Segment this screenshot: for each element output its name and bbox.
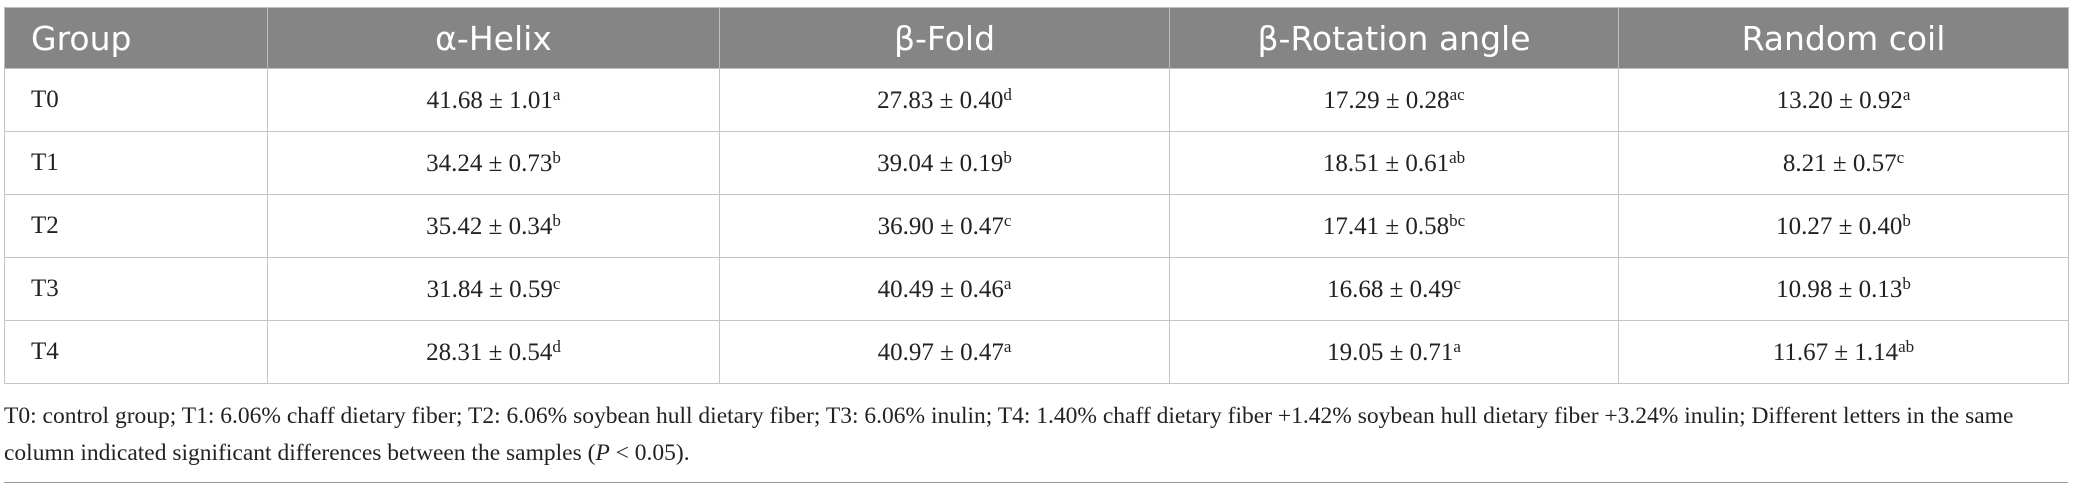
significance-letter: ac (1449, 85, 1465, 104)
footnote-text: P (595, 440, 610, 466)
bottom-rule (4, 482, 2068, 483)
significance-letter: a (552, 85, 561, 104)
value-text: 41.68 ± 1.01 (426, 87, 553, 114)
group-cell: T2 (4, 194, 268, 258)
value-cell: 27.83 ± 0.40d (719, 68, 1170, 132)
significance-letter: b (552, 211, 561, 230)
significance-letter: a (1902, 85, 1911, 104)
value-cell: 8.21 ± 0.57c (1618, 131, 2069, 195)
value-text: 39.04 ± 0.19 (877, 150, 1004, 177)
value-text: 40.49 ± 0.46 (877, 276, 1004, 303)
significance-letter: a (1003, 337, 1012, 356)
value-text: 13.20 ± 0.92 (1776, 87, 1903, 114)
value-cell: 19.05 ± 0.71a (1169, 320, 1619, 384)
significance-letter: b (1003, 148, 1012, 167)
significance-letter: b (1902, 274, 1911, 293)
value-text: 35.42 ± 0.34 (426, 213, 553, 240)
footnote: T0: control group; T1: 6.06% chaff dieta… (4, 398, 2064, 472)
value-cell: 36.90 ± 0.47c (719, 194, 1170, 258)
value-cell: 11.67 ± 1.14ab (1618, 320, 2069, 384)
group-cell: T4 (4, 320, 268, 384)
header-cell: β-Fold (719, 7, 1170, 69)
value-text: 28.31 ± 0.54 (426, 339, 553, 366)
value-text: 18.51 ± 0.61 (1322, 150, 1450, 177)
significance-letter: c (1453, 274, 1461, 293)
significance-letter: a (1003, 274, 1012, 293)
group-cell: T0 (4, 68, 268, 132)
value-text: 8.21 ± 0.57 (1782, 150, 1897, 177)
value-cell: 40.49 ± 0.46a (719, 257, 1170, 321)
significance-letter: b (1902, 211, 1911, 230)
value-text: 10.98 ± 0.13 (1776, 276, 1903, 303)
value-cell: 34.24 ± 0.73b (267, 131, 720, 195)
footnote-text: T0: control group; T1: 6.06% chaff dieta… (4, 403, 2014, 466)
significance-letter: c (1003, 211, 1012, 230)
significance-letter: ab (1449, 148, 1466, 167)
significance-letter: c (1896, 148, 1905, 167)
value-cell: 17.41 ± 0.58bc (1169, 194, 1619, 258)
table-row: T2 35.42 ± 0.34b 36.90 ± 0.47c 17.41 ± 0.58… (4, 194, 2069, 258)
header-cell: β-Rotation angle (1169, 7, 1619, 69)
value-text: 17.29 ± 0.28 (1323, 87, 1450, 114)
value-cell: 17.29 ± 0.28ac (1169, 68, 1619, 132)
value-text: 10.27 ± 0.40 (1776, 213, 1903, 240)
value-text: 16.68 ± 0.49 (1327, 276, 1454, 303)
value-cell: 35.42 ± 0.34b (267, 194, 720, 258)
value-cell: 41.68 ± 1.01a (267, 68, 720, 132)
footnote-text: < 0.05). (609, 440, 690, 466)
value-cell: 13.20 ± 0.92a (1618, 68, 2069, 132)
group-cell: T1 (4, 131, 268, 195)
table-row: T0 41.68 ± 1.01a 27.83 ± 0.40d 17.29 ± 0.28… (4, 68, 2069, 132)
table-body: T0 41.68 ± 1.01a 27.83 ± 0.40d 17.29 ± 0.28… (4, 68, 2069, 384)
value-cell: 39.04 ± 0.19b (719, 131, 1170, 195)
value-text: 19.05 ± 0.71 (1327, 339, 1454, 366)
significance-letter: c (552, 274, 561, 293)
significance-letter: b (552, 148, 561, 167)
value-cell: 28.31 ± 0.54d (267, 320, 720, 384)
value-text: 40.97 ± 0.47 (877, 339, 1004, 366)
significance-letter: d (1003, 85, 1012, 104)
value-text: 11.67 ± 1.14 (1772, 339, 1899, 366)
table-row: T4 28.31 ± 0.54d 40.97 ± 0.47a 19.05 ± 0.71… (4, 320, 2069, 384)
value-text: 36.90 ± 0.47 (877, 213, 1004, 240)
value-cell: 10.98 ± 0.13b (1618, 257, 2069, 321)
value-cell: 10.27 ± 0.40b (1618, 194, 2069, 258)
value-text: 34.24 ± 0.73 (426, 150, 553, 177)
value-cell: 16.68 ± 0.49c (1169, 257, 1619, 321)
table-row: T3 31.84 ± 0.59c 40.49 ± 0.46a 16.68 ± 0.49… (4, 257, 2069, 321)
value-cell: 40.97 ± 0.47a (719, 320, 1170, 384)
group-cell: T3 (4, 257, 268, 321)
significance-letter: d (552, 337, 561, 356)
header-cell: Random coil (1618, 7, 2069, 69)
header-row: Group α-Helix β-Fold β-Rotation angle Random… (4, 7, 2069, 69)
value-text: 27.83 ± 0.40 (877, 87, 1004, 114)
value-cell: 18.51 ± 0.61ab (1169, 131, 1619, 195)
significance-letter: a (1453, 337, 1461, 356)
header-cell: Group (4, 7, 268, 69)
value-cell: 31.84 ± 0.59c (267, 257, 720, 321)
table: Group α-Helix β-Fold β-Rotation angle Random… (4, 7, 2069, 384)
value-text: 17.41 ± 0.58 (1322, 213, 1450, 240)
header-cell: α-Helix (267, 7, 720, 69)
significance-letter: ab (1898, 337, 1915, 356)
significance-letter: bc (1449, 211, 1466, 230)
table-row: T1 34.24 ± 0.73b 39.04 ± 0.19b 18.51 ± 0.61… (4, 131, 2069, 195)
value-text: 31.84 ± 0.59 (426, 276, 553, 303)
